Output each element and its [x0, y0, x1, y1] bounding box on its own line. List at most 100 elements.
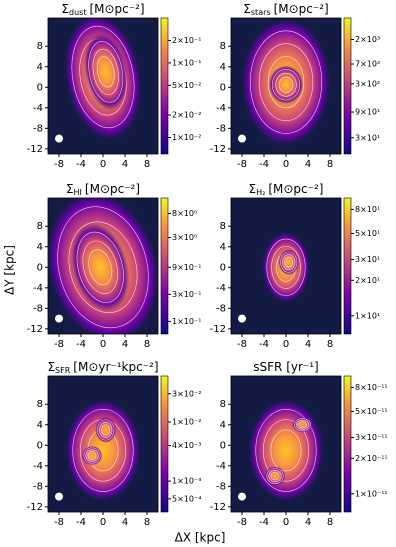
y-tick-label: -4: [33, 103, 43, 114]
colorbar-tick-label: 2×10⁻¹¹: [355, 454, 388, 463]
title-sub: H₂: [256, 188, 265, 197]
beam: [238, 492, 246, 501]
x-tick-label: 0: [100, 159, 106, 170]
y-tick-label: 0: [37, 262, 43, 273]
y-tick-label: -12: [27, 144, 43, 155]
y-tick-label: -12: [210, 144, 226, 155]
y-tick-label: -12: [210, 502, 226, 513]
colorbar-tick-label: 3×10⁰: [172, 233, 197, 242]
map: [64, 18, 142, 141]
panel-title: Σdust [M⊙pc⁻²]: [61, 2, 144, 17]
colorbar-tick-label: 2×10¹: [355, 276, 380, 285]
x-tick-label: -8: [237, 159, 247, 170]
contour: [270, 471, 280, 481]
x-tick-label: 4: [305, 159, 311, 170]
title-symbol: Σ: [61, 2, 69, 16]
contour: [76, 231, 124, 303]
title-symbol: Σ: [243, 2, 251, 16]
contour: [266, 238, 306, 296]
x-tick-label: 0: [283, 517, 289, 528]
y-tick-label: 8: [37, 221, 43, 232]
beam: [55, 314, 63, 323]
y-tick-label: 0: [220, 262, 226, 273]
contour: [268, 470, 282, 483]
colorbar-tick-label: 1×10⁻¹: [172, 317, 201, 326]
y-tick-label: 4: [220, 242, 226, 253]
emission: [292, 417, 313, 433]
emission: [278, 249, 300, 275]
y-tick-label: -4: [33, 283, 43, 294]
contour: [88, 249, 113, 286]
panel-title: ΣHI [M⊙pc⁻²]: [66, 182, 140, 197]
contour: [97, 419, 115, 441]
contour: [258, 43, 314, 121]
beam: [55, 492, 63, 501]
y-tick-label: -8: [216, 303, 226, 314]
title-symbol: sSFR [yr⁻¹]: [253, 360, 318, 374]
y-tick-label: 4: [220, 62, 226, 73]
x-tick-label: -8: [54, 517, 64, 528]
colorbar-tick-label: 5×10⁻⁴: [172, 494, 201, 503]
y-tick-label: 8: [37, 399, 43, 410]
x-tick-label: 8: [327, 517, 333, 528]
colorbar-tick-label: 1×10⁻²: [172, 133, 201, 142]
y-tick-label: -12: [27, 324, 43, 335]
y-tick-label: 8: [220, 399, 226, 410]
x-tick-label: 8: [144, 339, 150, 350]
panel-title: Σstars [M⊙pc⁻²]: [243, 2, 328, 17]
emission: [95, 417, 117, 443]
x-tick-label: 8: [144, 159, 150, 170]
title-unit: [M⊙pc⁻²]: [268, 182, 323, 196]
map: [65, 399, 141, 502]
contour: [255, 409, 317, 492]
colorbar-tick-label: 5×10⁻²: [172, 81, 201, 90]
y-tick-label: -4: [33, 461, 43, 472]
title-unit: [M⊙pc⁻²]: [89, 2, 144, 16]
contour: [96, 56, 115, 88]
y-tick-label: -8: [216, 481, 226, 492]
title-symbol: Σ: [249, 182, 257, 196]
contour: [270, 429, 302, 472]
contour: [101, 424, 111, 436]
title-sub: dust: [69, 8, 86, 17]
y-tick-label: 8: [220, 41, 226, 52]
panel-title: ΣSFR [M⊙yr⁻¹kpc⁻²]: [47, 360, 158, 375]
contour: [88, 41, 124, 103]
contour: [68, 221, 138, 314]
x-tick-label: 4: [122, 339, 128, 350]
emission: [65, 399, 141, 502]
panel: sSFR [yr⁻¹] -8 -4 0 4 8 -12 -8 -4 0 4 8 8×10⁻¹¹ 5×10⁻…: [210, 360, 388, 529]
map: [261, 232, 311, 303]
y-tick-label: 0: [220, 440, 226, 451]
y-tick-label: 8: [220, 221, 226, 232]
beam: [238, 134, 246, 143]
map: [48, 198, 158, 334]
x-tick-label: 0: [283, 339, 289, 350]
x-tick-label: 0: [100, 517, 106, 528]
title-symbol: Σ: [47, 360, 55, 374]
x-tick-label: -8: [237, 339, 247, 350]
x-tick-label: -4: [76, 159, 86, 170]
x-tick-label: 8: [144, 517, 150, 528]
panel: ΣHI [M⊙pc⁻²] -8 -4 0 4 8 -12 -8 -4 0 4 8 8×10⁰ 3×10⁰ 9×…: [27, 182, 202, 351]
contour: [82, 240, 118, 294]
y-tick-label: -8: [33, 123, 43, 134]
y-tick-label: 0: [37, 82, 43, 93]
contour: [71, 25, 135, 129]
panel: Σstars [M⊙pc⁻²] -8 -4 0 4 8 -12 -8 -4 0 4 8 2×10³ 7×10…: [210, 2, 381, 171]
colorbar-tick-label: 2×10³: [355, 35, 380, 44]
y-tick-label: 0: [220, 82, 226, 93]
x-tick-label: -8: [237, 517, 247, 528]
contour: [85, 449, 99, 462]
colorbar-tick-label: 2×10⁻²: [172, 111, 201, 120]
colorbar-tick-label: 5×10¹: [355, 229, 380, 238]
y-tick-label: -8: [216, 123, 226, 134]
colorbar-tick-label: 5×10⁻¹¹: [355, 407, 388, 416]
contour: [72, 409, 134, 492]
emission: [268, 65, 304, 104]
panel-title: sSFR [yr⁻¹]: [253, 360, 318, 374]
x-tick-label: 4: [122, 159, 128, 170]
colorbar-tick-label: 9×10⁻¹: [172, 263, 201, 272]
x-tick-label: 8: [327, 159, 333, 170]
y-tick-label: 4: [37, 242, 43, 253]
